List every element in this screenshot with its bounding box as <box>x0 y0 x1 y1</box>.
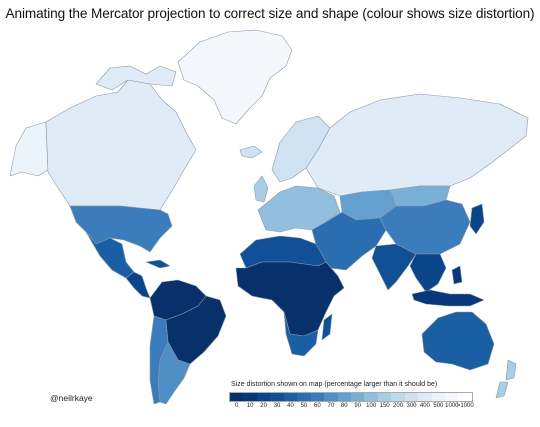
legend-swatch <box>230 393 244 401</box>
region-indonesia <box>411 289 485 307</box>
legend-swatch <box>350 393 365 401</box>
legend-swatch <box>256 393 271 401</box>
region-canada <box>45 79 197 211</box>
legend-color-bar <box>229 392 473 402</box>
legend-tick-label: 400 <box>419 403 430 409</box>
region-new-zealand-south <box>495 381 509 399</box>
region-philippines <box>451 265 463 285</box>
legend-swatch <box>364 393 378 401</box>
region-japan <box>469 203 485 235</box>
legend-tick-label: 10 <box>246 403 254 409</box>
region-new-zealand <box>505 359 517 381</box>
legend-swatch <box>310 393 325 401</box>
legend-swatch <box>391 393 405 401</box>
region-mexico <box>85 231 135 279</box>
legend-tick-label: >1000 <box>456 403 474 409</box>
legend-tick-label: 80 <box>340 403 348 409</box>
region-alaska <box>9 121 49 177</box>
region-chile <box>149 315 169 405</box>
legend-tick-label: 70 <box>327 403 335 409</box>
legend-tick-label: 200 <box>393 403 404 409</box>
region-central-america <box>125 271 151 299</box>
legend-swatch <box>445 393 459 401</box>
region-sub-saharan-africa <box>235 261 345 337</box>
legend-tick-label: 50 <box>300 403 308 409</box>
legend-tick-label: 500 <box>433 403 444 409</box>
author-credit: @neilrkaye <box>50 393 93 403</box>
region-iceland <box>239 145 263 159</box>
region-madagascar <box>321 313 333 341</box>
legend-swatch <box>283 393 298 401</box>
region-europe <box>257 185 341 233</box>
legend-swatch <box>418 393 432 401</box>
region-southeast-asia <box>409 253 447 293</box>
region-caribbean <box>145 259 171 269</box>
legend-tick-label: 60 <box>314 403 321 409</box>
region-southern-africa <box>283 311 319 357</box>
legend-swatch <box>404 393 419 401</box>
legend-tick-label: 0 <box>235 403 239 409</box>
legend-title: Size distortion shown on map (percentage… <box>231 381 438 388</box>
region-china <box>379 199 471 255</box>
legend-tick-label: 1000 <box>445 403 459 409</box>
legend-tick-label: 40 <box>287 403 294 409</box>
region-russia <box>305 93 529 197</box>
legend-swatch <box>243 393 257 401</box>
region-greenland <box>177 29 293 125</box>
legend-tick-label: 100 <box>366 403 377 409</box>
region-uk <box>253 175 269 203</box>
legend-swatch <box>337 393 351 401</box>
region-india <box>371 243 417 291</box>
legend-tick-label: 90 <box>354 403 362 409</box>
legend-tick-label: 300 <box>406 403 417 409</box>
legend-swatch <box>431 393 445 401</box>
map-title: Animating the Mercator projection to cor… <box>5 6 535 21</box>
legend-tick-label: 150 <box>379 403 390 409</box>
region-australia <box>421 311 495 371</box>
legend-tick-label: 20 <box>260 403 267 409</box>
legend-swatch <box>324 393 338 401</box>
legend-swatch <box>270 393 284 401</box>
region-canada-islands <box>95 65 177 91</box>
legend-swatch <box>458 393 472 401</box>
legend-swatch <box>297 393 311 401</box>
legend-tick-label: 30 <box>273 403 281 409</box>
legend-swatch <box>377 393 392 401</box>
